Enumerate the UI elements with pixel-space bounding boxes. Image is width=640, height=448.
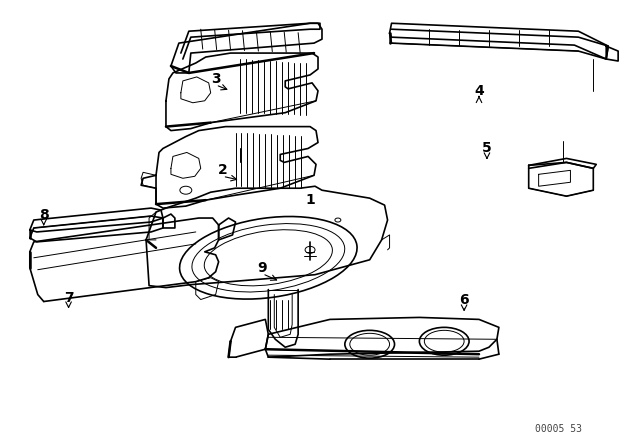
Text: 4: 4 bbox=[474, 84, 484, 98]
Text: 7: 7 bbox=[64, 291, 74, 305]
Text: 8: 8 bbox=[39, 208, 49, 222]
Text: 9: 9 bbox=[257, 261, 267, 275]
Text: 00005 53: 00005 53 bbox=[535, 424, 582, 434]
Text: 5: 5 bbox=[482, 142, 492, 155]
Text: 6: 6 bbox=[460, 293, 469, 306]
Text: 3: 3 bbox=[211, 72, 220, 86]
Text: 2: 2 bbox=[218, 164, 227, 177]
Text: 1: 1 bbox=[305, 193, 315, 207]
